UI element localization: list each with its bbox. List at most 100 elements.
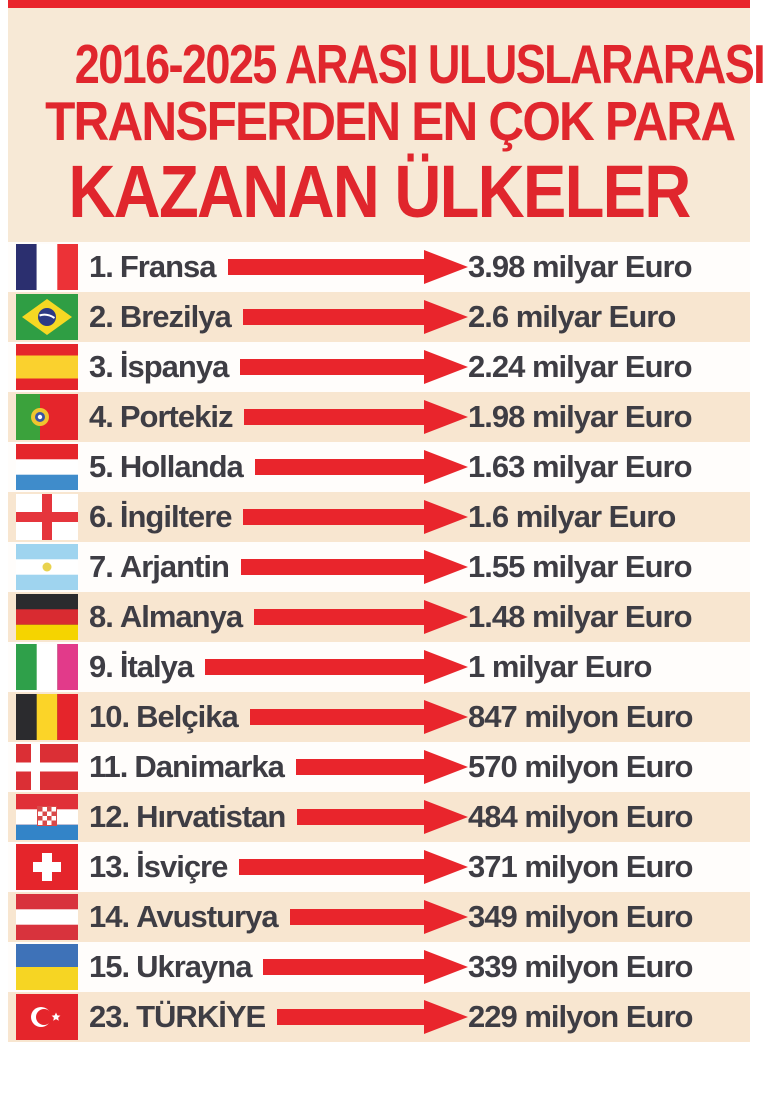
flag-icon-es — [16, 344, 78, 390]
arrow-icon — [240, 350, 468, 384]
arrow-icon — [205, 650, 468, 684]
arrow-icon — [227, 250, 468, 284]
arrow-head — [424, 650, 468, 684]
amount-value: 484 milyon Euro — [468, 799, 693, 834]
flag-icon-pt — [16, 394, 78, 440]
arrow-head — [424, 250, 468, 284]
country-row: 14. Avusturya 349 milyon Euro — [8, 892, 750, 942]
title-line-2: TRANSFERDEN EN ÇOK PARA — [45, 90, 736, 152]
arrow-body — [243, 509, 424, 525]
flag-icon-be — [16, 694, 78, 740]
arrow-icon — [240, 550, 468, 584]
rank-label: 1. — [89, 249, 114, 284]
country-row: 2. Brezilya 2.6 milyar Euro — [8, 292, 750, 342]
arrow-icon — [254, 600, 468, 634]
country-name: İsviçre — [136, 849, 228, 884]
arrow-head — [424, 850, 468, 884]
arrow-head — [424, 750, 468, 784]
arrow-body — [254, 459, 424, 475]
country-row: 1. Fransa 3.98 milyar Euro — [8, 242, 750, 292]
country-row: 5. Hollanda 1.63 milyar Euro — [8, 442, 750, 492]
arrow-head — [424, 300, 468, 334]
page-title: 2016-2025 ARASI ULUSLARARASI TRANSFERDEN… — [8, 8, 766, 242]
arrow-icon — [297, 800, 468, 834]
flag-icon-eng — [16, 494, 78, 540]
country-name: Hırvatistan — [136, 799, 286, 834]
arrow-head — [424, 450, 468, 484]
arrow-body — [277, 1009, 424, 1025]
rank-label: 8. — [89, 599, 114, 634]
country-row: 9. İtalya 1 milyar Euro — [8, 642, 750, 692]
flag-icon-at — [16, 894, 78, 940]
rank-label: 3. — [89, 349, 114, 384]
amount-value: 339 milyon Euro — [468, 949, 693, 984]
country-row: 4. Portekiz 1.98 milyar Euro — [8, 392, 750, 442]
arrow-head — [424, 950, 468, 984]
arrow-head — [424, 550, 468, 584]
amount-value: 847 milyon Euro — [468, 699, 693, 734]
flag-icon-ch — [16, 844, 78, 890]
amount-value: 229 milyon Euro — [468, 999, 693, 1034]
country-name: İspanya — [119, 349, 229, 384]
arrow-head — [424, 350, 468, 384]
arrow-head — [424, 900, 468, 934]
country-row: 13. İsviçre 371 milyon Euro — [8, 842, 750, 892]
arrow-head — [424, 700, 468, 734]
arrow-body — [249, 709, 424, 725]
country-name: İtalya — [119, 649, 194, 684]
flag-icon-tr — [16, 994, 78, 1040]
rank-label: 7. — [89, 549, 114, 584]
arrow-icon — [254, 450, 468, 484]
country-row: 7. Arjantin 1.55 milyar Euro — [8, 542, 750, 592]
top-red-strip — [8, 0, 750, 8]
title-line-1: 2016-2025 ARASI ULUSLARARASI — [74, 33, 766, 95]
country-row: 10. Belçika 847 milyon Euro — [8, 692, 750, 742]
country-row: 3. İspanya 2.24 milyar Euro — [8, 342, 750, 392]
rank-label: 14. — [89, 899, 130, 934]
arrow-icon — [249, 700, 468, 734]
country-name: Hollanda — [119, 449, 244, 484]
country-row: 12. Hırvatistan 484 milyon Euro — [8, 792, 750, 842]
amount-value: 570 milyon Euro — [468, 749, 693, 784]
arrow-head — [424, 1000, 468, 1034]
country-name: Brezilya — [119, 299, 232, 334]
country-name: Portekiz — [119, 399, 234, 434]
arrow-head — [424, 800, 468, 834]
arrow-body — [239, 859, 424, 875]
rank-label: 4. — [89, 399, 114, 434]
rank-label: 13. — [89, 849, 130, 884]
arrow-body — [263, 959, 424, 975]
amount-value: 1.63 milyar Euro — [468, 449, 693, 484]
arrow-body — [240, 559, 424, 575]
rank-label: 12. — [89, 799, 130, 834]
country-name: Avusturya — [136, 899, 278, 934]
country-name: Belçika — [136, 699, 239, 734]
arrow-icon — [295, 750, 468, 784]
flag-icon-fr — [16, 244, 78, 290]
rank-label: 5. — [89, 449, 114, 484]
flag-icon-de — [16, 594, 78, 640]
rank-label: 15. — [89, 949, 130, 984]
rank-label: 11. — [89, 749, 128, 784]
flag-icon-ar — [16, 544, 78, 590]
arrow-icon — [242, 300, 468, 334]
arrow-body — [254, 609, 424, 625]
country-list: 1. Fransa 3.98 milyar Euro 2. Brezilya 2.6… — [8, 242, 750, 1042]
amount-value: 2.6 milyar Euro — [468, 299, 676, 334]
flag-icon-it — [16, 644, 78, 690]
rank-label: 10. — [89, 699, 130, 734]
country-name: Danimarka — [134, 749, 285, 784]
flag-icon-br — [16, 294, 78, 340]
content-panel: 2016-2025 ARASI ULUSLARARASI TRANSFERDEN… — [8, 8, 766, 1042]
country-name: İngiltere — [119, 499, 233, 534]
country-name: Almanya — [119, 599, 243, 634]
arrow-head — [424, 500, 468, 534]
rank-label: 2. — [89, 299, 114, 334]
arrow-body — [227, 259, 424, 275]
arrow-icon — [289, 900, 468, 934]
arrow-head — [424, 400, 468, 434]
arrow-body — [242, 309, 424, 325]
arrow-body — [297, 809, 424, 825]
rank-label: 23. — [89, 999, 130, 1034]
